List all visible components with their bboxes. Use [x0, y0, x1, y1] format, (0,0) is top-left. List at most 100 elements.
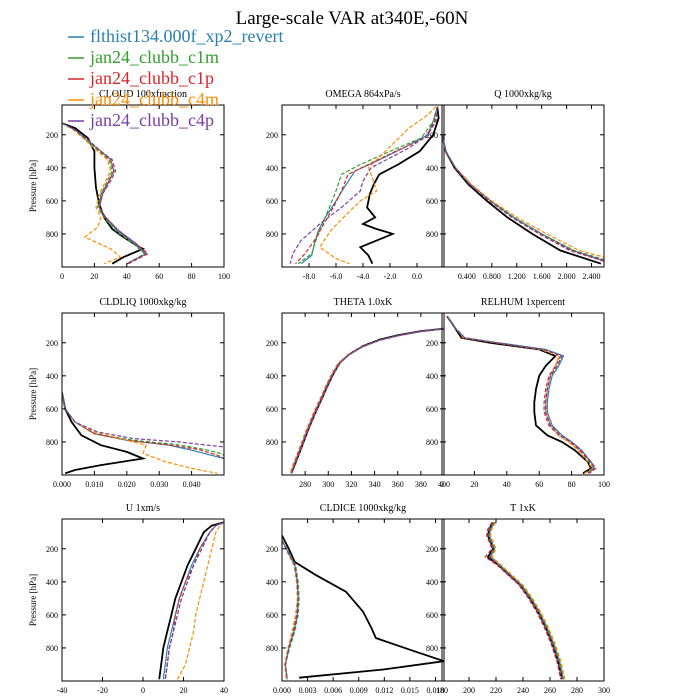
legend-label: jan24_clubb_c1m — [89, 47, 219, 67]
y-tick-label: 400 — [426, 372, 438, 381]
series-line-6 — [282, 540, 299, 680]
y-tick-label: 800 — [266, 230, 278, 239]
series-line-1 — [282, 535, 444, 679]
series-group — [484, 521, 566, 680]
x-tick-label: 0.040 — [183, 480, 201, 489]
x-tick-label: 300 — [598, 686, 610, 695]
legend-item-1: flthist134.000f_xp2_revert — [68, 26, 283, 46]
panel-title: Q 1000xkg/kg — [494, 89, 552, 100]
y-tick-label: 800 — [426, 230, 438, 239]
y-tick-label: 200 — [426, 545, 438, 554]
series-line-2 — [62, 392, 224, 460]
x-tick-label: 280 — [299, 480, 311, 489]
panel-4: CLDLIQ 1000xkg/kg 0.000 0.010 0.020 0.030 0.0… — [28, 297, 225, 489]
y-tick-label: 800 — [46, 438, 58, 447]
x-tick-label: -4.0 — [357, 272, 370, 281]
x-tick-label: 0.006 — [324, 686, 342, 695]
y-tick-label: 600 — [46, 405, 58, 414]
y-tick-label: 400 — [46, 578, 58, 587]
x-tick-label: 20 — [180, 686, 188, 695]
x-tick-label: 0.020 — [118, 480, 136, 489]
x-tick-label: 40 — [220, 686, 228, 695]
x-tick-label: 380 — [415, 480, 427, 489]
plot-frame — [61, 518, 225, 682]
series-line-2 — [488, 521, 565, 680]
series-group — [289, 327, 444, 474]
x-tick-label: 100 — [598, 480, 610, 489]
x-tick-label: 300 — [322, 480, 334, 489]
series-line-4 — [446, 315, 597, 474]
series-line-6 — [164, 521, 224, 680]
x-tick-label: 0.800 — [483, 272, 501, 281]
series-line-1 — [358, 106, 440, 265]
y-tick-label: 800 — [266, 438, 278, 447]
y-tick-label: 400 — [266, 164, 278, 173]
series-line-6 — [442, 134, 604, 261]
plot-frame — [281, 518, 445, 682]
series-line-2 — [62, 122, 148, 265]
legend-item-4: jan24_clubb_c4m — [68, 89, 219, 109]
series-line-4 — [290, 328, 444, 474]
panel-7: U 1xm/s -40 -20 0 20 40 200 400 600 800 Pressure [… — [28, 503, 228, 695]
plot-frame — [281, 312, 445, 476]
series-group — [442, 134, 604, 265]
panel-title: CLOUD 100xfraction — [99, 89, 187, 100]
legend-label: jan24_clubb_c4p — [89, 110, 214, 130]
series-line-5 — [62, 392, 218, 474]
x-tick-label: 0.010 — [85, 480, 103, 489]
x-tick-label: 100 — [218, 272, 230, 281]
series-line-3 — [297, 106, 438, 265]
x-tick-label: 0 — [60, 272, 64, 281]
panel-2: OMEGA 864xPa/s -8.0 -6.0 -4.0 -2.0 0.0 200 400 6… — [266, 89, 445, 281]
series-line-6 — [62, 392, 224, 448]
series-group — [289, 106, 440, 265]
x-tick-label: 0 — [141, 686, 145, 695]
panel-title: RELHUM 1xpercent — [481, 297, 565, 308]
legend-label: jan24_clubb_c1p — [89, 68, 214, 88]
x-tick-label: 0 — [440, 480, 444, 489]
x-tick-label: 80 — [568, 480, 576, 489]
series-line-2 — [446, 315, 596, 474]
y-tick-label: 200 — [46, 339, 58, 348]
y-tick-label: 600 — [46, 197, 58, 206]
x-tick-label: 2.400 — [583, 272, 601, 281]
x-tick-label: 0.012 — [375, 686, 393, 695]
x-tick-label: 0.015 — [401, 686, 419, 695]
series-group — [446, 315, 597, 475]
x-tick-label: 80 — [188, 272, 196, 281]
plot-frame — [61, 104, 225, 268]
y-tick-label: 200 — [46, 131, 58, 140]
y-tick-label: 400 — [266, 372, 278, 381]
panel-8: CLDICE 1000xkg/kg 0.000 0.003 0.006 0.009 0.0… — [266, 503, 445, 695]
legend: flthist134.000f_xp2_revertjan24_clubb_c1… — [68, 26, 283, 130]
series-line-3 — [290, 328, 444, 474]
series-line-1 — [486, 521, 563, 680]
y-tick-label: 800 — [266, 644, 278, 653]
plot-frame — [441, 518, 605, 682]
y-tick-label: 400 — [426, 164, 438, 173]
series-line-5 — [318, 106, 437, 265]
legend-item-3: jan24_clubb_c1p — [68, 68, 214, 88]
plot-frame — [61, 312, 225, 476]
x-tick-label: 0.000 — [53, 480, 71, 489]
x-tick-label: 220 — [490, 686, 502, 695]
x-tick-label: 0.0 — [412, 272, 422, 281]
x-tick-label: 1.600 — [533, 272, 551, 281]
panel-3: Q 1000xkg/kg 0.400 0.800 1.200 1.600 2.000 2.4… — [426, 89, 605, 281]
legend-item-2: jan24_clubb_c1m — [68, 47, 219, 67]
y-tick-label: 400 — [46, 164, 58, 173]
x-tick-label: -20 — [97, 686, 108, 695]
series-line-4 — [62, 392, 224, 460]
series-line-5 — [62, 122, 122, 265]
x-tick-label: 260 — [544, 686, 556, 695]
series-line-4 — [164, 521, 224, 680]
legend-label: jan24_clubb_c4m — [89, 89, 219, 109]
panel-title: CLDICE 1000xkg/kg — [320, 503, 406, 514]
y-tick-label: 600 — [266, 405, 278, 414]
series-line-3 — [62, 122, 146, 265]
panel-title: THETA 1.0xK — [334, 297, 393, 308]
x-tick-label: -8.0 — [303, 272, 316, 281]
x-tick-label: 0.030 — [150, 480, 168, 489]
y-tick-label: 600 — [426, 197, 438, 206]
